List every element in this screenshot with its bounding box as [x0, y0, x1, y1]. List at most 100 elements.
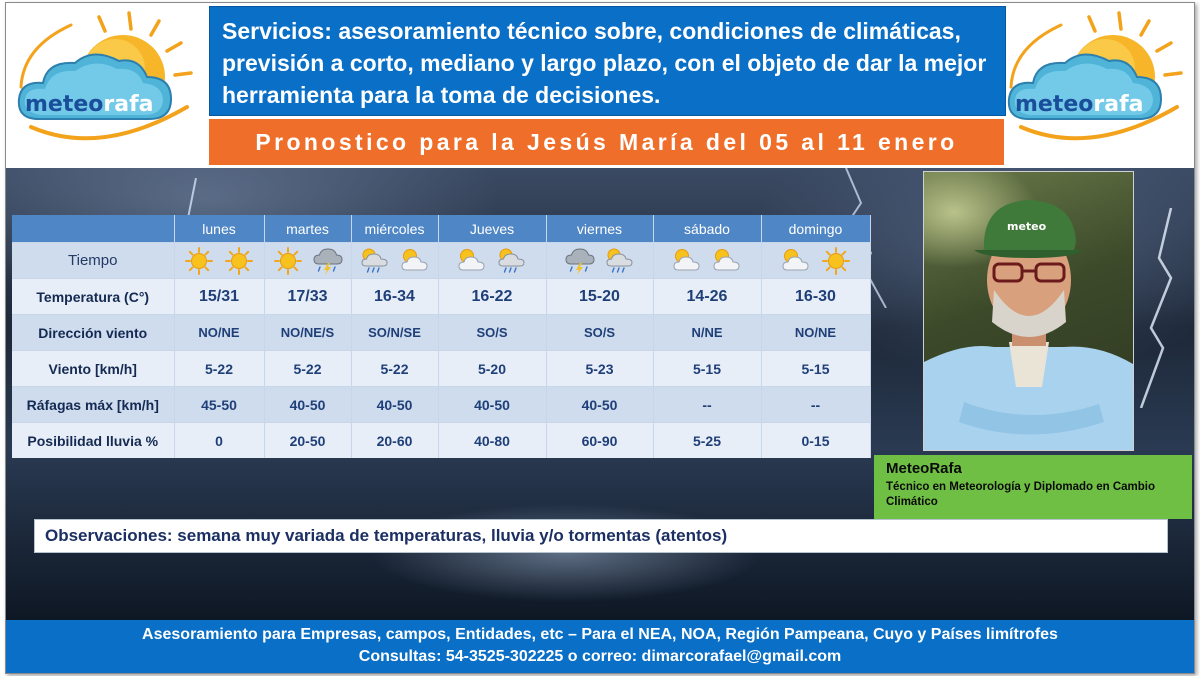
day-header: Jueves — [438, 215, 547, 243]
storm-cloud-icon — [564, 247, 595, 276]
profile-name: MeteoRafa — [886, 460, 962, 477]
profile-photo: meteo — [923, 171, 1134, 451]
table-cell: SO/S — [438, 314, 547, 351]
observations-text: Observaciones: semana muy variada de tem… — [45, 526, 728, 545]
lightning-bolt-icon — [1139, 208, 1173, 408]
forecast-title: Pronostico para la Jesús María del 05 al… — [255, 129, 958, 155]
weather-icons-cell — [438, 242, 547, 279]
table-row-temperatura: Temperatura (C°) 15/31 17/33 16-34 16-22… — [12, 278, 871, 315]
table-cell: 5-23 — [546, 350, 654, 387]
table-cell: 40-80 — [438, 422, 547, 458]
weather-icons-cell — [653, 242, 762, 279]
table-cell: SO/S — [546, 314, 654, 351]
sun-icon — [185, 246, 213, 275]
table-cell: 16-34 — [351, 278, 439, 315]
weather-icons-cell — [264, 242, 352, 279]
table-cell: -- — [761, 386, 871, 423]
weather-icons-cell — [761, 242, 871, 279]
sun-cloud-logo-icon — [1007, 11, 1183, 141]
row-label: Ráfagas máx [km/h] — [12, 386, 175, 423]
footer-band: Asesoramiento para Empresas, campos, Ent… — [6, 620, 1194, 673]
day-header: domingo — [761, 215, 871, 243]
table-cell: 20-60 — [351, 422, 439, 458]
table-cell: 14-26 — [653, 278, 762, 315]
table-cell: 5-15 — [761, 350, 871, 387]
row-label: Temperatura (C°) — [12, 278, 175, 315]
partly-cloudy-icon — [458, 248, 485, 270]
table-row-direccion-viento: Dirección viento NO/NE NO/NE/S SO/N/SE S… — [12, 314, 871, 351]
storm-cloud-icon — [312, 247, 343, 276]
profile-name-box: MeteoRafa Técnico en Meteorología y Dipl… — [874, 455, 1192, 519]
table-cell: 5-20 — [438, 350, 547, 387]
table-cell: 40-50 — [438, 386, 547, 423]
row-label: Tiempo — [12, 242, 175, 279]
table-cell: 5-22 — [351, 350, 439, 387]
day-header: lunes — [174, 215, 265, 243]
cap-text: meteo — [1007, 220, 1047, 233]
row-label: Viento [km/h] — [12, 350, 175, 387]
table-cell: 16-30 — [761, 278, 871, 315]
table-cell: 17/33 — [264, 278, 352, 315]
table-cell: 16-22 — [438, 278, 547, 315]
table-cell: SO/N/SE — [351, 314, 439, 351]
partly-cloudy-icon — [782, 248, 808, 270]
weather-icons-cell — [174, 242, 265, 279]
partly-cloudy-icon — [401, 248, 427, 270]
weather-table: lunes martes miércoles Jueves viernes sá… — [12, 215, 871, 458]
table-cell: 5-22 — [264, 350, 352, 387]
weather-icons-cell — [546, 242, 654, 279]
sun-rain-cloud-icon — [605, 247, 633, 273]
sun-rain-cloud-icon — [498, 247, 525, 273]
table-cell: NO/NE — [174, 314, 265, 351]
table-cell: 0 — [174, 422, 265, 458]
row-label: Dirección viento — [12, 314, 175, 351]
table-header-row: lunes martes miércoles Jueves viernes sá… — [12, 215, 871, 243]
table-cell: 15/31 — [174, 278, 265, 315]
table-cell: NO/NE — [761, 314, 871, 351]
row-label: Posibilidad lluvia % — [12, 422, 175, 458]
services-text: Servicios: asesoramiento técnico sobre, … — [222, 18, 987, 108]
table-header-corner — [12, 215, 175, 243]
table-row-rafagas: Ráfagas máx [km/h] 45-50 40-50 40-50 40-… — [12, 386, 871, 423]
table-cell: NO/NE/S — [264, 314, 352, 351]
table-cell: -- — [653, 386, 762, 423]
meteorafa-logo: meteorafa — [11, 7, 197, 157]
table-cell: 20-50 — [264, 422, 352, 458]
table-cell: 60-90 — [546, 422, 654, 458]
forecast-title-bar: Pronostico para la Jesús María del 05 al… — [209, 119, 1004, 165]
profile-subtitle: Técnico en Meteorología y Diplomado en C… — [886, 481, 1156, 508]
table-row-viento: Viento [km/h] 5-22 5-22 5-22 5-20 5-23 5… — [12, 350, 871, 387]
table-row-tiempo: Tiempo — [12, 242, 871, 279]
partly-cloudy-icon — [673, 248, 700, 270]
table-cell: 15-20 — [546, 278, 654, 315]
logo-wordmark: meteorafa — [1015, 92, 1144, 117]
sun-cloud-logo-icon — [17, 11, 193, 141]
table-row-posibilidad-lluvia: Posibilidad lluvia % 0 20-50 20-60 40-80… — [12, 422, 871, 458]
table-cell: 5-22 — [174, 350, 265, 387]
sun-rain-cloud-icon — [360, 247, 388, 273]
footer-contact-line: Consultas: 54-3525-302225 o correo: dima… — [358, 648, 842, 665]
sun-icon — [273, 246, 302, 275]
person-photo-icon: meteo — [924, 200, 1133, 450]
sun-icon — [225, 246, 253, 275]
footer-services-line: Asesoramiento para Empresas, campos, Ent… — [142, 626, 1058, 643]
table-cell: 45-50 — [174, 386, 265, 423]
observations-box: Observaciones: semana muy variada de tem… — [34, 519, 1168, 553]
table-cell: 40-50 — [264, 386, 352, 423]
day-header: martes — [264, 215, 352, 243]
table-cell: 40-50 — [351, 386, 439, 423]
forecast-poster: meteorafa meteorafa Servicios: asesorami… — [5, 2, 1195, 674]
logo-wordmark: meteorafa — [25, 92, 154, 117]
table-cell: 5-25 — [653, 422, 762, 458]
sun-icon — [821, 246, 850, 275]
weather-icons-cell — [351, 242, 439, 279]
table-cell: 5-15 — [653, 350, 762, 387]
day-header: sábado — [653, 215, 762, 243]
meteorafa-logo: meteorafa — [1001, 7, 1187, 157]
table-cell: 0-15 — [761, 422, 871, 458]
day-header: miércoles — [351, 215, 439, 243]
partly-cloudy-icon — [713, 248, 740, 270]
services-box: Servicios: asesoramiento técnico sobre, … — [209, 6, 1006, 116]
table-cell: N/NE — [653, 314, 762, 351]
day-header: viernes — [546, 215, 654, 243]
